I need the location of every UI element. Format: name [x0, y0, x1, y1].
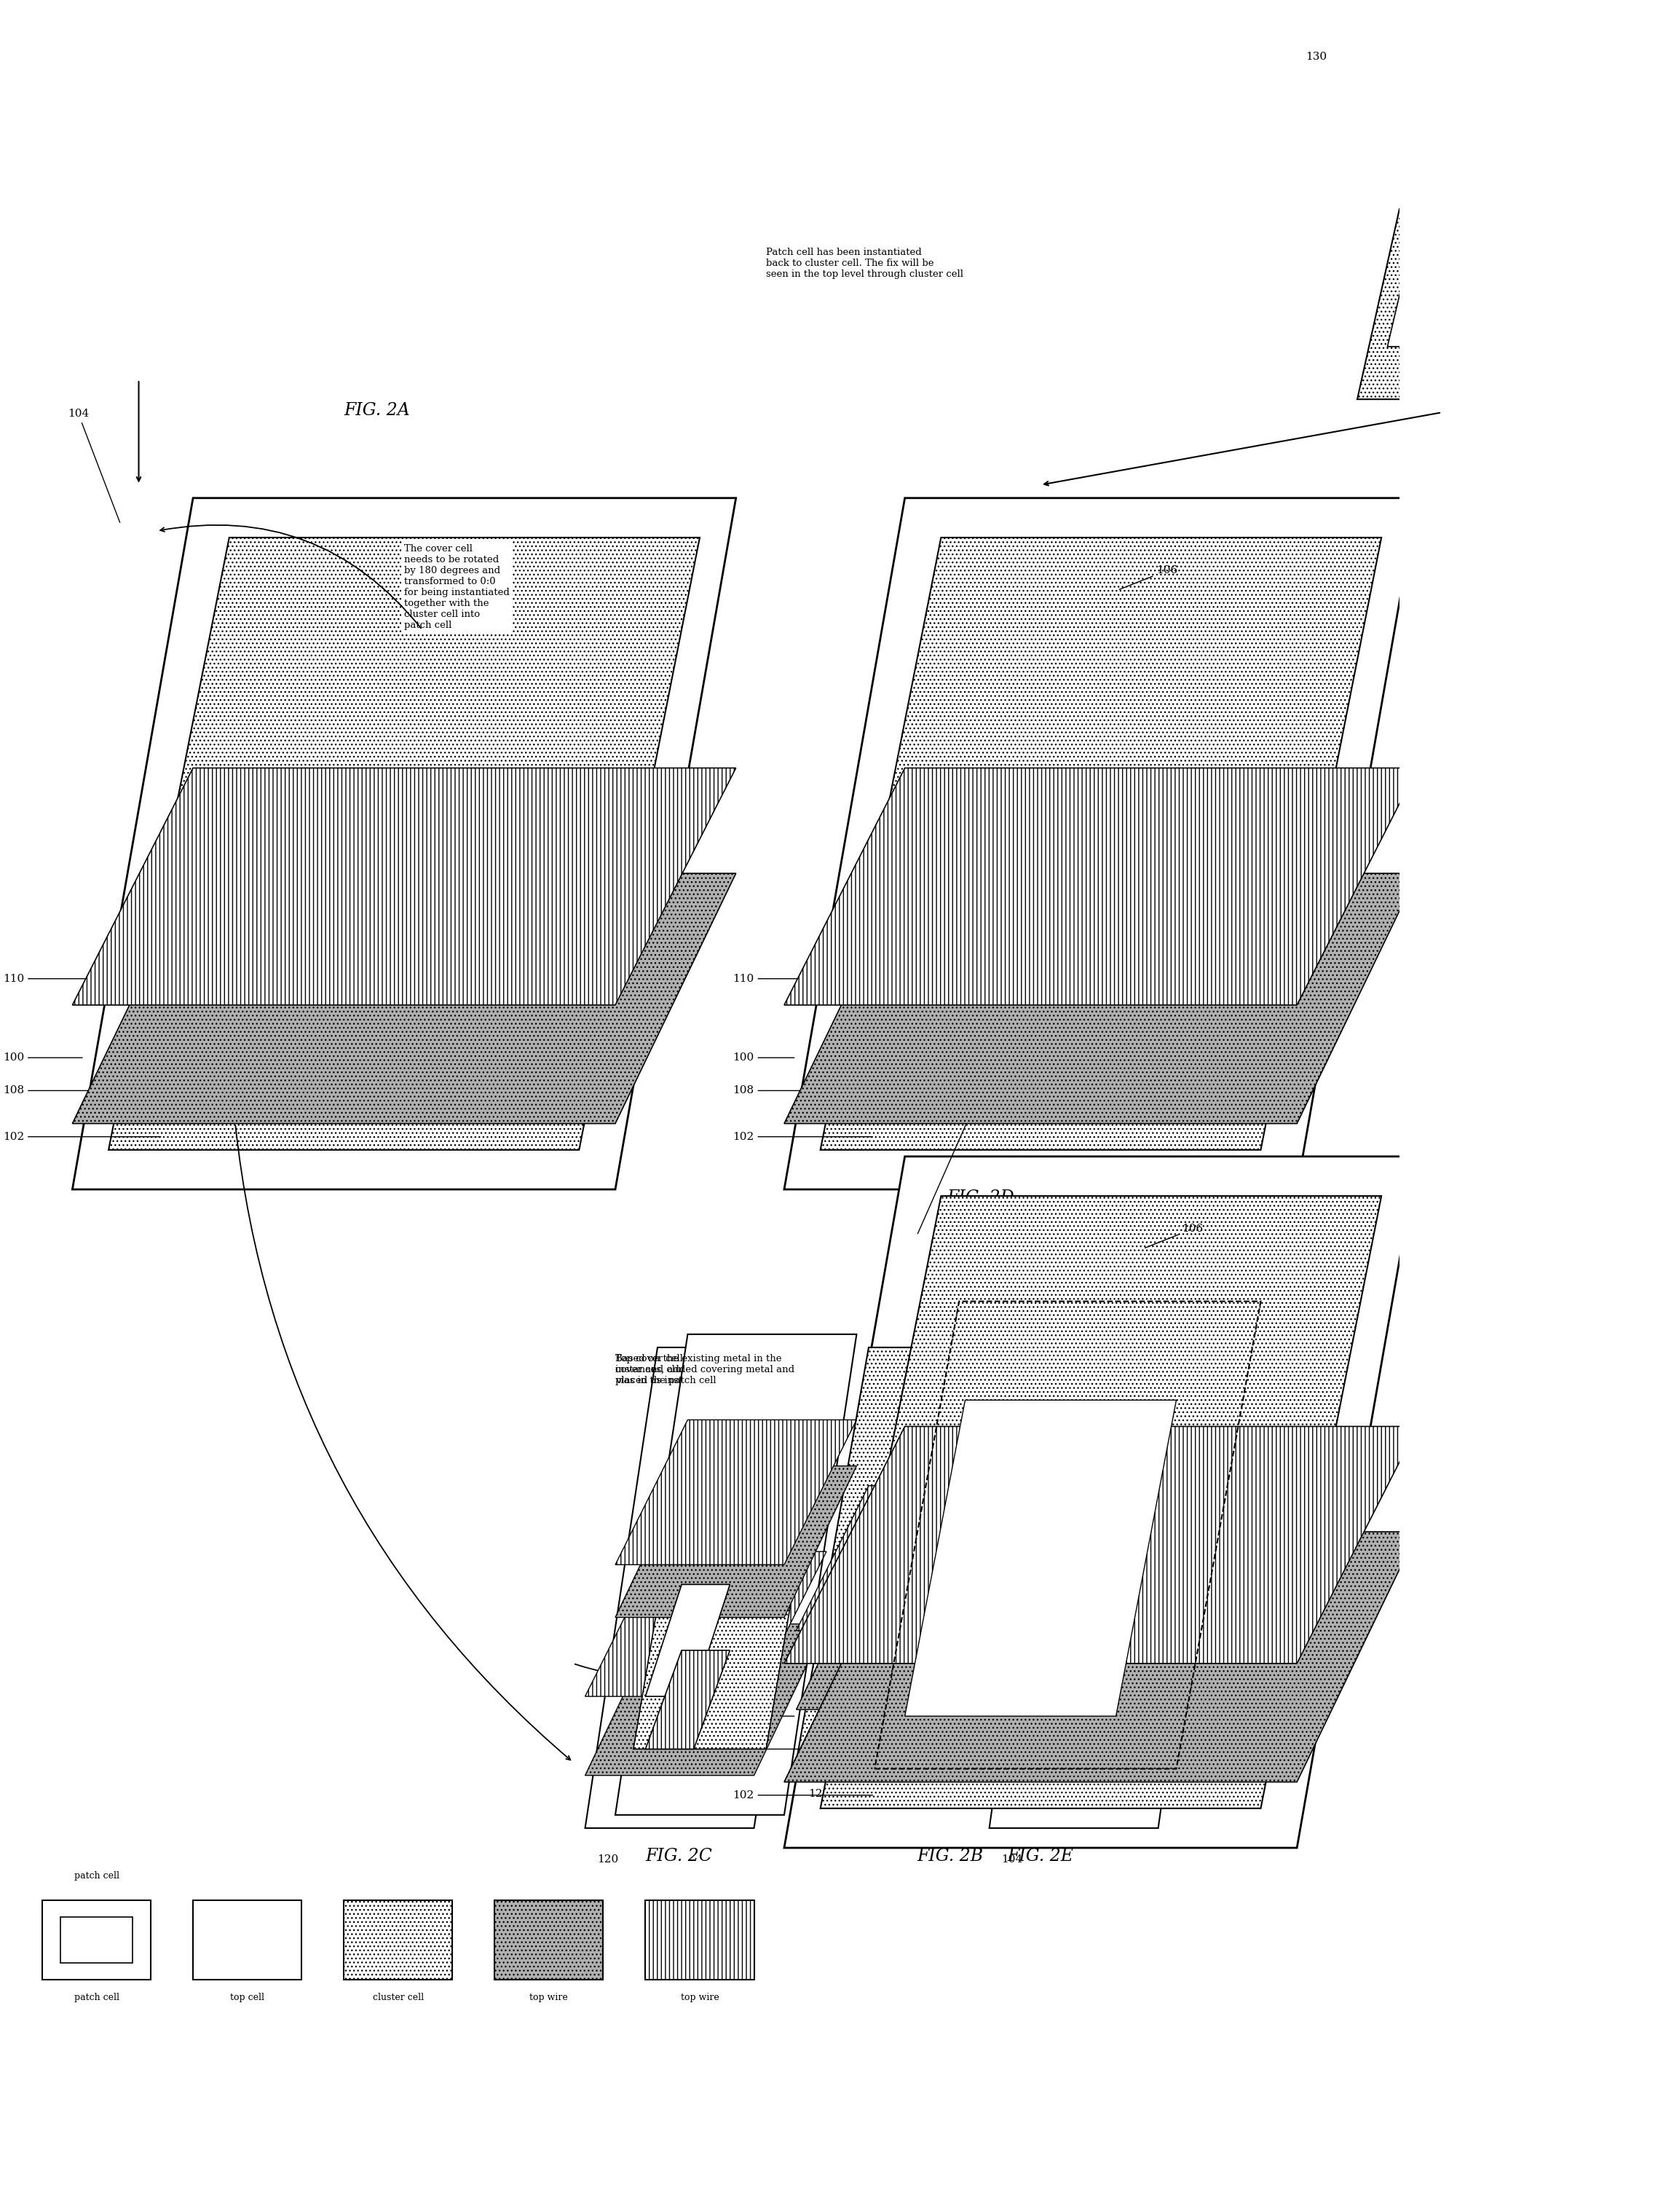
- Polygon shape: [586, 1347, 827, 1827]
- Polygon shape: [72, 768, 737, 1004]
- Text: patch cell: patch cell: [74, 1871, 119, 1880]
- Text: 110: 110: [3, 973, 100, 984]
- Text: top wire: top wire: [681, 1993, 718, 2002]
- Polygon shape: [1008, 1429, 1190, 1776]
- Text: patch cell: patch cell: [74, 1993, 119, 2002]
- Bar: [60, 1918, 132, 1962]
- Bar: [646, 1900, 753, 1980]
- Polygon shape: [72, 874, 737, 1124]
- Polygon shape: [646, 1584, 730, 1697]
- Text: Patch cell has been instantiated
back to cluster cell. The fix will be
seen in t: Patch cell has been instantiated back to…: [767, 248, 964, 279]
- Polygon shape: [797, 1347, 1019, 1763]
- Text: 130: 130: [1306, 51, 1327, 62]
- Polygon shape: [820, 538, 1381, 1150]
- Polygon shape: [820, 1197, 1381, 1809]
- Polygon shape: [989, 1624, 1230, 1776]
- Polygon shape: [783, 1531, 1418, 1783]
- Text: 132: 132: [869, 1723, 891, 1734]
- Text: 120: 120: [598, 1854, 618, 1865]
- Text: top wire: top wire: [529, 1993, 567, 2002]
- Text: 104: 104: [67, 409, 121, 522]
- Text: 110': 110': [869, 1526, 892, 1537]
- Polygon shape: [586, 1551, 827, 1697]
- Polygon shape: [109, 538, 700, 1150]
- Text: 122: 122: [809, 1790, 830, 1798]
- Text: 110: 110: [733, 973, 812, 984]
- Polygon shape: [1388, 115, 1592, 347]
- Polygon shape: [586, 1624, 827, 1776]
- Text: 108: 108: [3, 1086, 100, 1095]
- Text: 102: 102: [733, 1133, 872, 1141]
- Text: top cell: top cell: [231, 1993, 264, 2002]
- Text: 100: 100: [3, 1053, 82, 1062]
- Polygon shape: [783, 498, 1418, 1190]
- Polygon shape: [989, 1314, 1230, 1827]
- Polygon shape: [646, 1650, 730, 1750]
- Text: FIG. 2E: FIG. 2E: [1008, 1847, 1073, 1865]
- Text: 108: 108: [733, 1086, 812, 1095]
- Text: 104: 104: [1001, 1854, 1023, 1865]
- Polygon shape: [633, 1449, 817, 1750]
- Polygon shape: [1358, 0, 1659, 398]
- Text: FIG. 2B: FIG. 2B: [917, 1847, 983, 1865]
- Text: 106: 106: [1120, 566, 1178, 588]
- Polygon shape: [783, 768, 1418, 1004]
- Text: FIG. 2A: FIG. 2A: [343, 403, 410, 418]
- Polygon shape: [72, 498, 737, 1190]
- Polygon shape: [616, 1420, 857, 1564]
- Polygon shape: [783, 874, 1418, 1124]
- Text: 106: 106: [1145, 1223, 1204, 1248]
- Text: FIG. 2D: FIG. 2D: [947, 1190, 1014, 1206]
- Text: The cover cell
needs to be rotated
by 180 degrees and
transformed to 0:0
for bei: The cover cell needs to be rotated by 18…: [403, 544, 509, 630]
- Text: 108': 108': [869, 1579, 892, 1590]
- Text: 100: 100: [733, 1712, 793, 1721]
- Polygon shape: [616, 1334, 857, 1814]
- Polygon shape: [783, 1157, 1418, 1847]
- Text: 100: 100: [733, 1053, 793, 1062]
- Polygon shape: [616, 1467, 857, 1617]
- Polygon shape: [797, 1486, 1019, 1630]
- Polygon shape: [906, 1400, 1177, 1717]
- Text: 106: 106: [427, 546, 496, 588]
- Polygon shape: [783, 1427, 1418, 1663]
- Text: Based on the existing metal in the
instances, added covering metal and
vias in t: Based on the existing metal in the insta…: [616, 1354, 795, 1385]
- Text: cluster cell: cluster cell: [373, 1993, 424, 2002]
- Bar: [42, 1900, 151, 1980]
- Text: 108: 108: [733, 1743, 812, 1754]
- Polygon shape: [797, 1557, 1019, 1710]
- Bar: [343, 1900, 452, 1980]
- Bar: [193, 1900, 301, 1980]
- Text: 104': 104': [917, 1093, 989, 1234]
- Text: FIG. 2C: FIG. 2C: [646, 1847, 713, 1865]
- Text: 102: 102: [733, 1790, 872, 1801]
- Text: 130: 130: [869, 1666, 891, 1674]
- Polygon shape: [989, 1551, 1230, 1697]
- Text: 110: 110: [733, 1632, 812, 1641]
- Text: 102: 102: [3, 1133, 161, 1141]
- Text: Top cover cell is cut and transformed both
cover and cluster cells are
placed as: Top cover cell is cut and transformed bo…: [616, 1354, 822, 1385]
- Bar: [494, 1900, 603, 1980]
